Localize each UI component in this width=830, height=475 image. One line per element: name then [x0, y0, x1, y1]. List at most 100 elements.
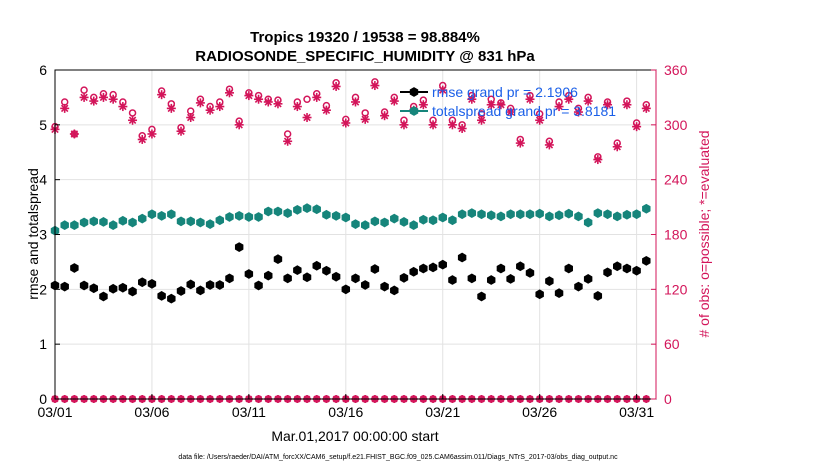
totalspread-point	[244, 212, 254, 222]
obs-evaluated-point	[302, 113, 312, 123]
rmse-point	[564, 263, 573, 274]
obs-evaluated-point	[263, 97, 273, 107]
obs-evaluated-point	[360, 114, 370, 124]
obs-evaluated-point	[215, 102, 225, 112]
rmse-point	[293, 265, 302, 276]
obs-evaluated-point	[447, 120, 457, 130]
totalspread-point	[613, 211, 622, 222]
y-right-tick-label: 0	[664, 391, 672, 407]
rmse-point	[234, 242, 244, 252]
totalspread-point	[205, 219, 215, 229]
obs-evaluated-point	[108, 94, 118, 104]
totalspread-point	[622, 209, 632, 220]
rmse-point	[205, 280, 215, 290]
totalspread-point	[312, 204, 321, 215]
x-axis-label: Mar.01,2017 00:00:00 start	[271, 428, 438, 444]
obs-evaluated-point	[79, 92, 89, 102]
obs-evaluated-point	[321, 105, 331, 115]
obs-evaluated-point	[137, 134, 147, 144]
totalspread-point	[186, 216, 195, 227]
obs-evaluated-point	[89, 96, 99, 106]
rmse-point	[302, 272, 312, 283]
rmse-point	[108, 283, 118, 294]
rmse-point	[457, 252, 467, 263]
totalspread-point	[157, 210, 166, 221]
legend-marker	[409, 106, 419, 116]
obs-evaluated-point	[418, 100, 428, 110]
rmse-point	[603, 267, 612, 278]
rmse-point	[118, 282, 128, 293]
obs-evaluated-point	[331, 81, 341, 91]
obs-evaluated-point	[254, 94, 264, 104]
rmse-point	[331, 271, 341, 282]
rmse-point	[390, 285, 399, 296]
totalspread-point	[128, 217, 137, 228]
obs-evaluated-point	[486, 100, 496, 110]
obs-evaluated-point	[351, 97, 360, 107]
rmse-point	[477, 291, 486, 302]
obs-evaluated-point	[186, 113, 196, 123]
totalspread-point	[390, 213, 399, 224]
obs-possible-point	[303, 95, 311, 103]
obs-evaluated-point	[477, 115, 487, 125]
obs-evaluated-point	[69, 129, 79, 139]
rmse-point	[419, 263, 428, 274]
obs-evaluated-point	[147, 129, 157, 139]
rmse-point	[176, 286, 186, 296]
totalspread-point	[545, 211, 554, 222]
y-left-tick-label: 5	[39, 117, 47, 133]
rmse-point	[254, 280, 263, 291]
rmse-point	[632, 265, 641, 276]
rmse-point	[157, 291, 166, 301]
obs-evaluated-point	[166, 103, 176, 113]
totalspread-point	[331, 210, 341, 221]
obs-evaluated-point	[544, 140, 554, 150]
rmse-point	[428, 262, 438, 273]
rmse-point	[215, 280, 225, 290]
y-right-tick-label: 120	[664, 281, 688, 297]
rmse-point	[535, 289, 544, 300]
rmse-point	[642, 255, 651, 266]
obs-evaluated-point	[506, 107, 516, 117]
totalspread-point	[89, 216, 98, 227]
totalspread-point	[176, 216, 186, 227]
rmse-point	[79, 280, 89, 291]
totalspread-point	[409, 220, 418, 231]
rmse-point	[283, 273, 292, 284]
rmse-point	[196, 285, 205, 296]
rmse-point	[583, 274, 593, 284]
totalspread-point	[99, 217, 108, 227]
rmse-point	[167, 293, 176, 304]
totalspread-point	[486, 210, 496, 221]
legend-label: totalspread grand pr = 3.8181	[432, 103, 616, 119]
x-tick-label: 03/21	[425, 404, 460, 420]
totalspread-point	[264, 206, 273, 217]
totalspread-point	[428, 215, 438, 226]
obs-evaluated-point	[380, 111, 390, 121]
totalspread-point	[593, 208, 603, 218]
obs-possible-point	[283, 130, 292, 138]
obs-evaluated-point	[283, 136, 293, 146]
totalspread-point	[118, 215, 128, 226]
obs-evaluated-point	[244, 91, 254, 101]
obs-evaluated-point	[467, 94, 477, 104]
totalspread-point	[554, 210, 564, 221]
chart-title-line1: Tropics 19320 / 19538 = 98.884%	[250, 29, 480, 46]
totalspread-point	[254, 212, 263, 222]
totalspread-point	[341, 212, 351, 223]
rmse-point	[399, 272, 409, 283]
obs-evaluated-point	[224, 88, 234, 98]
rmse-point	[273, 254, 283, 265]
totalspread-point	[293, 204, 302, 215]
rmse-point	[545, 276, 554, 286]
totalspread-point	[302, 203, 312, 214]
totalspread-point	[167, 209, 176, 220]
totalspread-point	[70, 220, 79, 231]
y-axis-left-label: rmse and totalspread	[25, 168, 41, 300]
totalspread-point	[147, 209, 157, 220]
totalspread-point	[506, 209, 515, 220]
totalspread-point	[632, 209, 641, 220]
totalspread-point	[60, 220, 69, 231]
totalspread-point	[360, 220, 370, 231]
